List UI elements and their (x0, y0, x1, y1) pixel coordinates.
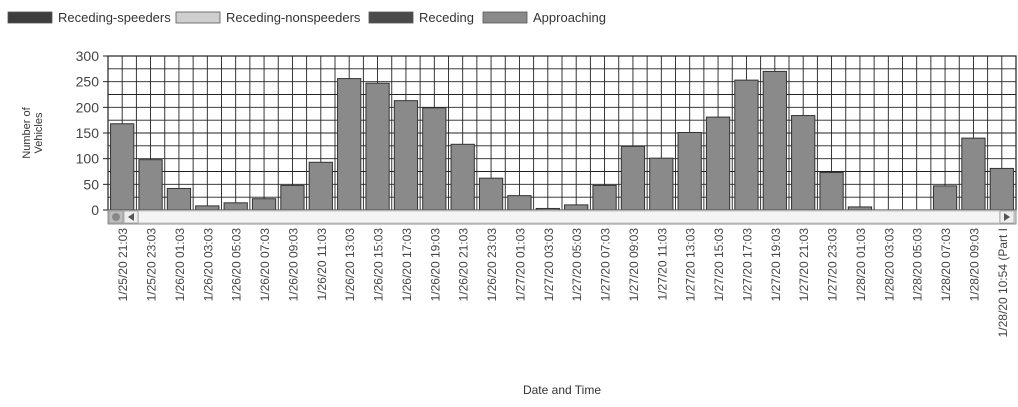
bar (989, 167, 1014, 211)
y-tick-label: 100 (76, 151, 100, 167)
bar (564, 204, 589, 211)
x-tick-label: 1/27/20 03:03 (542, 228, 556, 302)
bar (734, 79, 759, 211)
x-tick-label: 1/26/20 17:03 (400, 228, 414, 302)
y-axis-label: Number ofVehicles (21, 106, 45, 158)
x-tick-label: 1/26/20 23:03 (485, 228, 499, 302)
y-tick-label: 50 (83, 176, 99, 192)
bar (280, 184, 305, 211)
legend-swatch (7, 11, 53, 24)
x-axis-ticks: 1/25/20 21:03 1/25/20 23:03 1/26/20 01:03 1… (116, 228, 1010, 338)
x-tick-label: 1/27/20 05:03 (570, 228, 584, 302)
bar (677, 131, 702, 211)
bar (393, 100, 419, 211)
scrollbar-thumb (139, 212, 999, 222)
scroll-right-arrow-icon (1004, 213, 1010, 221)
x-tick-label: 1/28/20 01:03 (854, 228, 868, 302)
y-tick-label: 0 (91, 202, 99, 218)
legend-label: Receding (419, 10, 474, 25)
x-tick-label: 1/27/20 13:03 (684, 228, 698, 302)
bar (223, 202, 248, 211)
bar (762, 70, 787, 211)
legend-swatch (175, 11, 221, 24)
x-tick-label: 1/28/20 07:03 (939, 228, 953, 302)
x-axis-label: Date and Time (523, 383, 601, 397)
scroll-left-arrow-icon (128, 213, 134, 221)
bar (819, 172, 844, 211)
scrollbar-reset-icon (112, 213, 120, 221)
x-tick-label: 1/27/20 09:03 (627, 228, 641, 302)
bar (478, 177, 504, 211)
x-tick-label: 1/26/20 07:03 (258, 228, 272, 302)
bar (251, 198, 277, 211)
x-tick-label: 1/25/20 23:03 (145, 228, 159, 302)
bar (705, 116, 731, 211)
x-tick-label: 1/26/20 19:03 (428, 228, 442, 302)
bar (932, 185, 958, 211)
legend: Receding-speeders Receding-nonspeeders Rec… (7, 10, 606, 25)
bar (791, 115, 816, 211)
bar (507, 195, 532, 211)
x-tick-label: 1/27/20 23:03 (826, 228, 840, 302)
bar (308, 161, 333, 211)
y-axis-title: Number ofVehicles (21, 106, 45, 158)
plot-area: 0 50 100 150 200 250 300 (76, 48, 1017, 218)
x-tick-label: 1/27/20 11:03 (655, 228, 669, 301)
legend-label: Approaching (533, 10, 606, 25)
bar (450, 143, 475, 211)
bar (195, 205, 220, 211)
y-tick-label: 150 (76, 125, 100, 141)
x-tick-label: 1/27/20 07:03 (599, 228, 613, 302)
legend-label: Receding-nonspeeders (226, 10, 361, 25)
x-tick-label: 1/28/20 09:03 (967, 228, 981, 302)
bar (337, 78, 362, 211)
x-axis-title: Date and Time (523, 383, 601, 397)
bar (592, 184, 617, 211)
legend-label: Receding-speeders (58, 10, 171, 25)
x-tick-label: 1/25/20 21:03 (116, 228, 130, 302)
y-tick-label: 200 (76, 99, 100, 115)
bar (649, 157, 674, 211)
x-tick-label: 1/26/20 21:03 (457, 228, 471, 302)
y-tick-label: 250 (76, 74, 100, 90)
x-tick-label: 1/26/20 11:03 (315, 228, 329, 301)
x-tick-label: 1/27/20 17:03 (740, 228, 754, 302)
bar (365, 82, 390, 211)
x-tick-label: 1/26/20 05:03 (230, 228, 244, 302)
bar (138, 159, 163, 211)
x-tick-label: 1/27/20 21:03 (797, 228, 811, 302)
bar (422, 107, 447, 211)
x-tick-label: 1/26/20 01:03 (173, 228, 187, 302)
horizontal-scrollbar[interactable] (107, 209, 1017, 225)
legend-swatch (482, 11, 528, 24)
x-tick-label: 1/27/20 01:03 (513, 228, 527, 302)
bar (166, 187, 192, 211)
x-tick-label: 1/28/20 03:03 (882, 228, 896, 302)
bar (620, 145, 646, 211)
x-tick-label: 1/28/20 10:54 (Part I (996, 228, 1010, 337)
x-tick-label: 1/27/20 15:03 (712, 228, 726, 302)
bar (961, 137, 986, 211)
x-tick-label: 1/26/20 13:03 (343, 228, 357, 302)
y-tick-label: 300 (76, 48, 100, 64)
x-tick-label: 1/26/20 03:03 (201, 228, 215, 302)
x-tick-label: 1/28/20 05:03 (911, 228, 925, 302)
bar (110, 123, 135, 211)
x-tick-label: 1/26/20 09:03 (286, 228, 300, 302)
x-tick-label: 1/27/20 19:03 (769, 228, 783, 302)
legend-swatch (368, 11, 414, 24)
x-tick-label: 1/26/20 15:03 (372, 228, 386, 302)
